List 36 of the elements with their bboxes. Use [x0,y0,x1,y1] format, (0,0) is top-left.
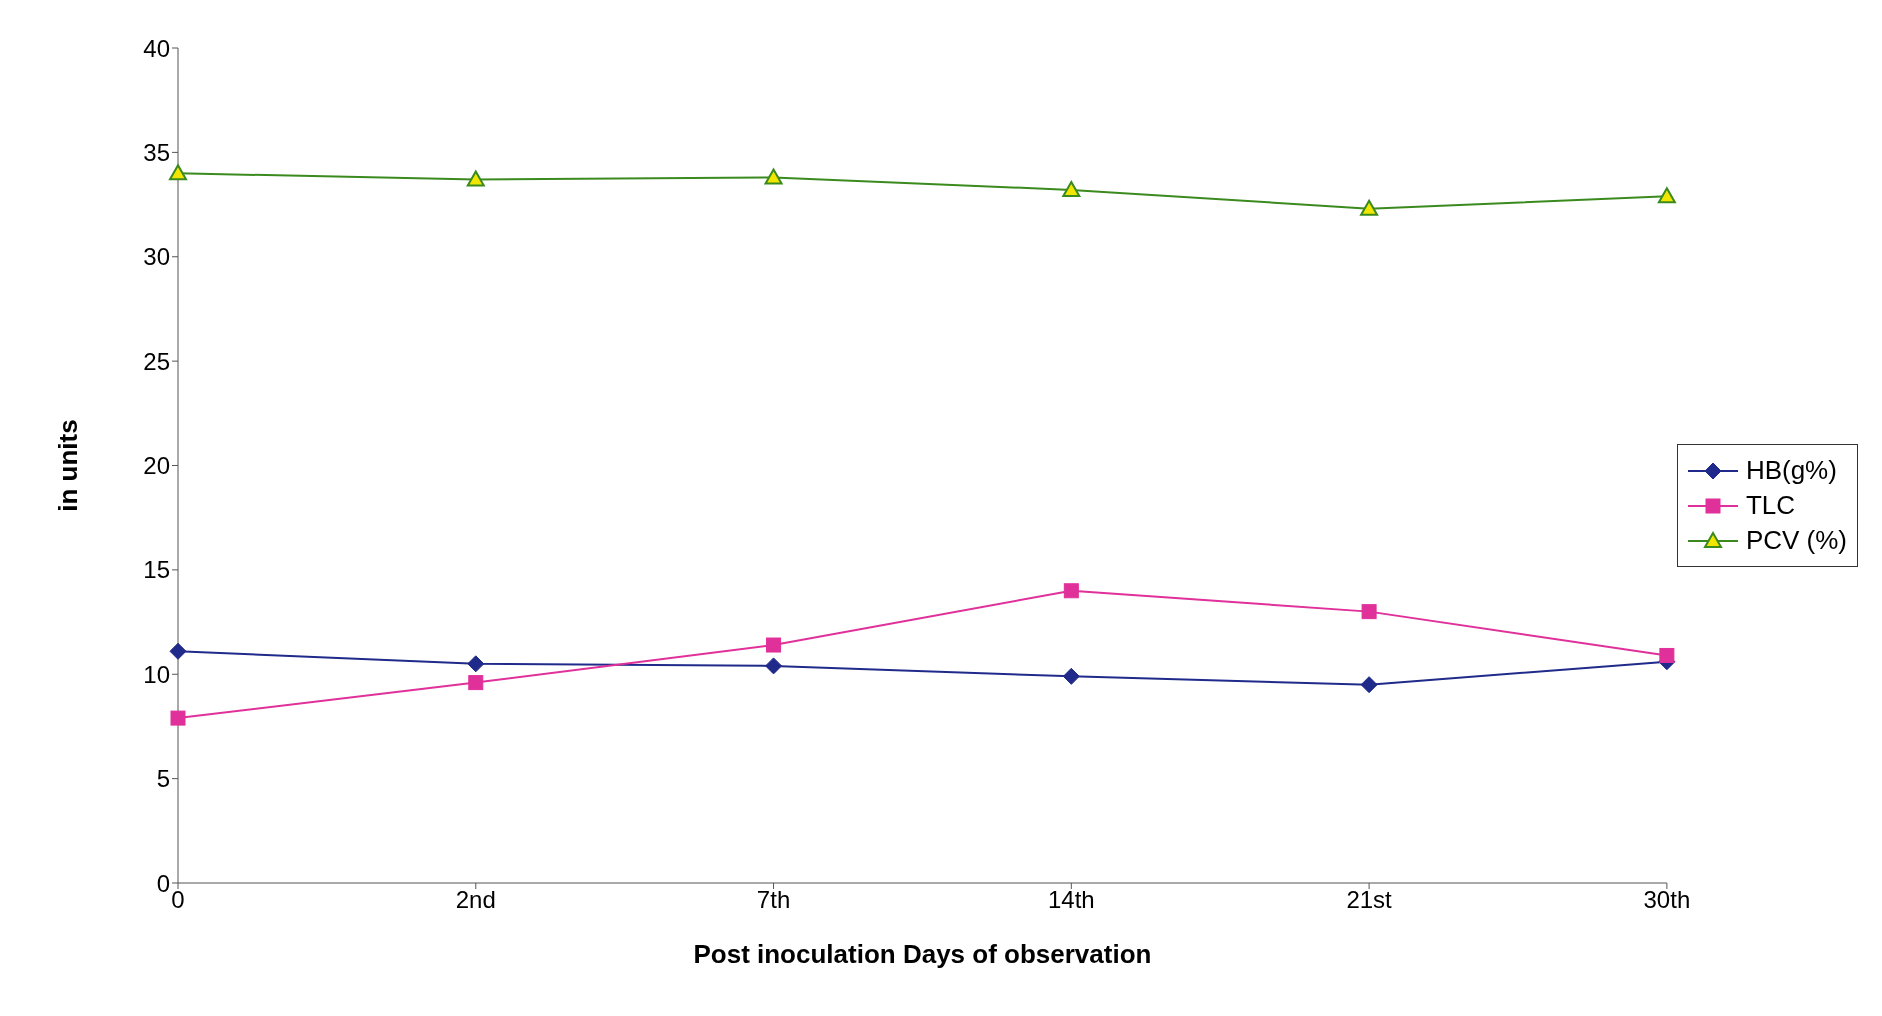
y-tick-label: 10 [143,660,170,688]
point [766,637,782,653]
x-tick-label: 30th [1643,886,1691,914]
y-tick-label: 5 [156,765,170,793]
point [1063,583,1079,599]
y-tick-label: 30 [143,243,170,271]
point [1360,199,1379,216]
point [468,675,484,691]
y-tick-label: 25 [143,347,170,375]
x-tick-label: 2nd [455,886,496,914]
point [1360,676,1378,694]
y-tick-label: 40 [143,34,170,62]
legend-label: TLC [1745,490,1795,521]
x-tick-label: 14th [1047,886,1095,914]
point [1062,180,1081,197]
point [170,710,186,726]
y-tick-label: 0 [156,869,170,897]
y-tick-label: 35 [143,138,170,166]
point [764,168,783,185]
legend-label: HB(g%) [1745,455,1837,486]
point [1657,187,1676,204]
point [1361,604,1377,620]
y-tick-label: 15 [143,556,170,584]
point [1659,647,1675,663]
y-tick-label: 20 [143,452,170,480]
x-axis-title: Post inoculation Days of observation [693,939,1152,969]
x-tick-label: 21st [1346,886,1393,914]
x-tick-label: 7th [756,886,791,914]
point [765,657,783,675]
point [467,655,485,673]
y-axis-title: in units [53,419,84,512]
legend-label: PCV (%) [1745,525,1847,556]
point [1062,667,1080,685]
point [169,164,187,181]
point [466,170,485,187]
point [169,642,187,660]
